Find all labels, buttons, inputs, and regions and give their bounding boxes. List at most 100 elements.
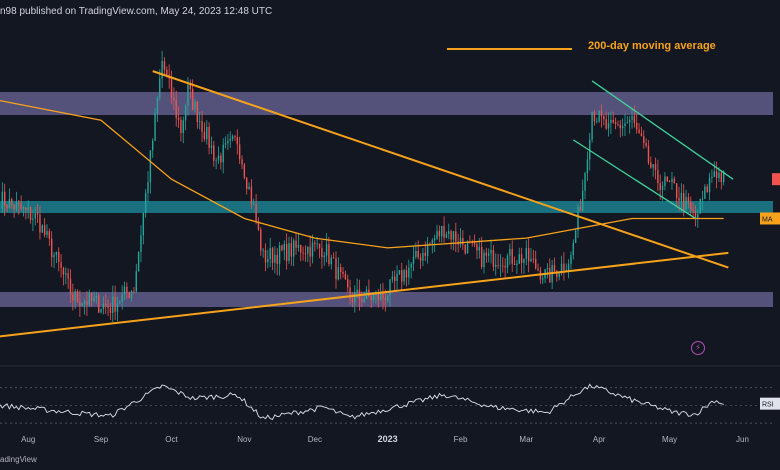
candle [229, 131, 231, 148]
candle [278, 241, 281, 276]
candle [532, 249, 535, 264]
candle [220, 152, 222, 170]
candle [527, 237, 530, 273]
candle [544, 269, 546, 284]
candle [370, 293, 372, 308]
candle [215, 157, 217, 170]
candle [513, 256, 516, 266]
candle [262, 247, 264, 258]
x-tick-label: Dec [308, 435, 322, 444]
candle [194, 98, 196, 113]
candle [269, 237, 271, 268]
candle [577, 204, 579, 238]
candle [619, 119, 621, 138]
candle [626, 115, 629, 124]
candle [248, 182, 250, 191]
ma200-line[interactable] [0, 99, 724, 249]
candle [687, 192, 690, 209]
candle [271, 246, 274, 271]
zone-support[interactable] [0, 201, 773, 213]
candle [581, 179, 584, 213]
candle [335, 251, 337, 289]
candle [473, 234, 476, 248]
candle [156, 95, 159, 123]
candle [339, 263, 342, 280]
candle [502, 257, 504, 273]
candle [638, 123, 640, 134]
candle [1, 182, 4, 213]
candle [325, 233, 328, 263]
candle [241, 155, 243, 170]
candle [88, 289, 90, 308]
candle [553, 257, 556, 273]
channel-lower[interactable] [572, 139, 696, 220]
price-axis[interactable] [773, 0, 780, 470]
candle [412, 245, 415, 272]
candle [227, 133, 229, 151]
descending-trendline[interactable] [152, 70, 729, 269]
candle [97, 293, 100, 314]
channel-upper[interactable] [591, 80, 734, 180]
candle [572, 239, 574, 260]
flash-icon[interactable]: ⚡ [691, 341, 705, 355]
candle [32, 210, 34, 232]
candle [476, 241, 478, 259]
candle [640, 126, 643, 137]
candle [177, 106, 180, 128]
candle [93, 291, 95, 303]
candle [389, 279, 391, 307]
ma-axis-tag[interactable]: MA [760, 212, 780, 225]
candle [255, 194, 257, 225]
rsi-axis-tag[interactable]: RSI [760, 397, 780, 410]
candle [396, 265, 398, 291]
ascending-trendline[interactable] [0, 251, 729, 338]
candle [443, 216, 445, 243]
candle [217, 146, 220, 164]
candle [668, 180, 671, 183]
candle [161, 50, 163, 88]
candle [74, 288, 76, 309]
candle [401, 262, 403, 291]
candle [201, 111, 203, 143]
rsi-line[interactable] [0, 383, 724, 420]
candle [410, 261, 412, 279]
candle [403, 269, 405, 285]
candle [462, 230, 464, 250]
candle [234, 134, 236, 141]
candle [281, 244, 283, 252]
zone-resistance[interactable] [0, 92, 773, 115]
candle [652, 164, 654, 177]
candle [222, 138, 224, 174]
price-axis-tag[interactable] [772, 173, 780, 186]
candle [27, 200, 29, 219]
candle [173, 87, 175, 110]
candle [243, 162, 246, 180]
candle [436, 224, 438, 241]
candle [119, 300, 121, 305]
candle [46, 224, 48, 238]
candle [189, 79, 192, 99]
candle [154, 108, 156, 142]
candle [699, 198, 701, 214]
candle [711, 169, 713, 183]
candle [612, 111, 614, 124]
x-tick-label: Aug [21, 435, 35, 444]
candle [15, 191, 18, 212]
ma-legend-swatch [447, 48, 572, 50]
candle [450, 229, 452, 250]
candle [628, 115, 631, 134]
candle [300, 244, 302, 262]
candle [224, 136, 227, 149]
candle [257, 217, 260, 231]
candle [297, 233, 300, 252]
candle [549, 258, 551, 283]
candle [180, 116, 182, 142]
footer-brand: adingView [0, 455, 37, 464]
candle [546, 263, 549, 279]
candle [452, 231, 455, 251]
candle [13, 204, 15, 218]
candle [238, 136, 241, 164]
zone-lower[interactable] [0, 292, 773, 307]
candle [480, 236, 483, 270]
